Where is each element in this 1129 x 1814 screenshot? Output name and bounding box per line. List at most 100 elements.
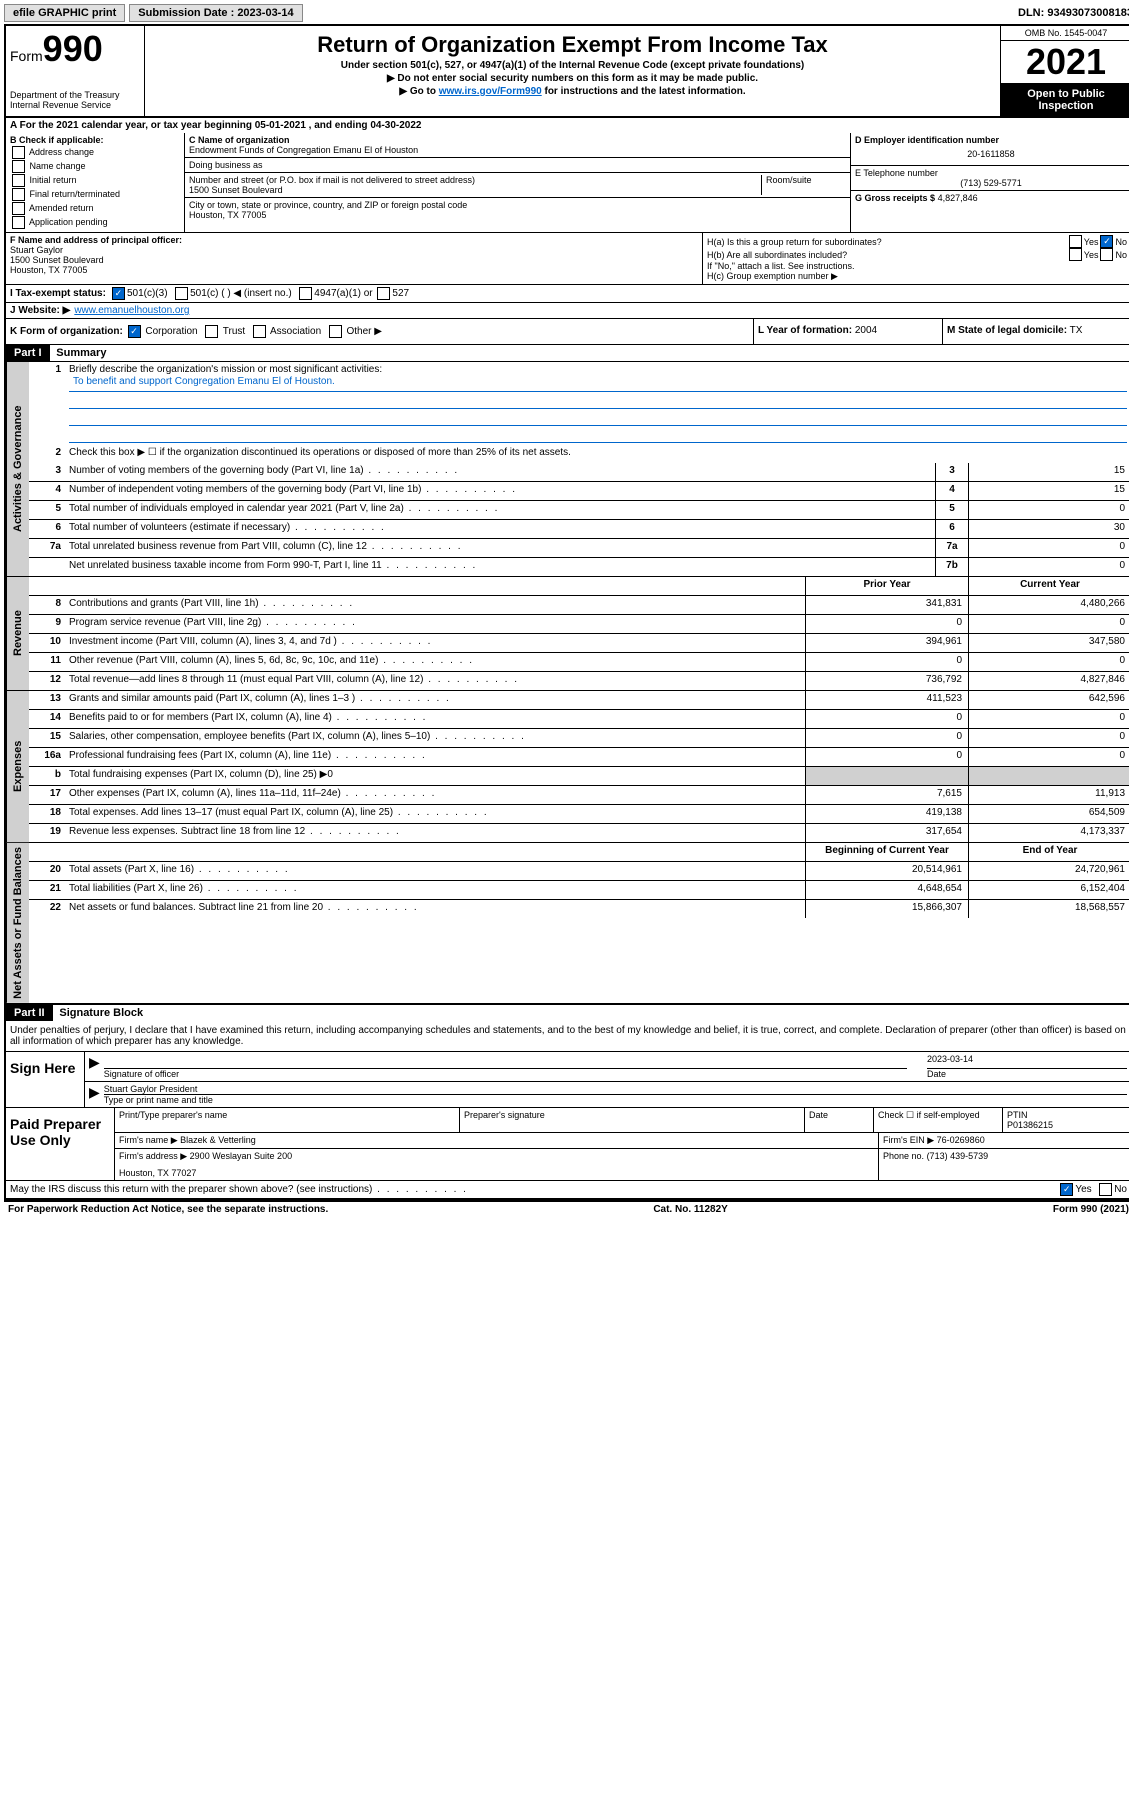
firm-name: Blazek & Vetterling [180, 1135, 256, 1145]
part1-governance: Activities & Governance 1 Briefly descri… [6, 362, 1129, 577]
identity-block: B Check if applicable: Address change Na… [6, 133, 1129, 233]
k-assoc[interactable] [253, 325, 266, 338]
section-a: A For the 2021 calendar year, or tax yea… [6, 118, 1129, 133]
firm-city: Houston, TX 77027 [119, 1168, 874, 1178]
section-j: J Website: ▶ www.emanuelhouston.org [6, 303, 1129, 319]
header-right: OMB No. 1545-0047 2021 Open to Public In… [1000, 26, 1129, 116]
ptin-label: PTIN [1007, 1110, 1127, 1120]
paid-preparer-block: Paid Preparer Use Only Print/Type prepar… [6, 1108, 1129, 1181]
table-row: 7a Total unrelated business revenue from… [29, 539, 1129, 558]
tab-revenue: Revenue [6, 577, 29, 690]
section-i: I Tax-exempt status: 501(c)(3) 501(c) ( … [6, 285, 1129, 303]
subtitle-3: ▶ Go to www.irs.gov/Form990 for instruct… [149, 86, 996, 97]
sign-here-block: Sign Here ▶ Signature of officer 2023-03… [6, 1052, 1129, 1108]
ha-yes[interactable] [1069, 235, 1082, 248]
cb-amended[interactable]: Amended return [10, 202, 180, 215]
header-left: Form990 Department of the Treasury Inter… [6, 26, 145, 116]
i-4947[interactable] [299, 287, 312, 300]
arrow-icon: ▶ [89, 1084, 100, 1105]
k-other[interactable] [329, 325, 342, 338]
irs-link[interactable]: www.irs.gov/Form990 [439, 86, 542, 97]
org-address: 1500 Sunset Boulevard [189, 185, 761, 195]
k-corp[interactable] [128, 325, 141, 338]
officer-addr: 1500 Sunset Boulevard [10, 255, 698, 265]
cb-initial-return[interactable]: Initial return [10, 174, 180, 187]
self-employed-check[interactable]: Check ☐ if self-employed [874, 1108, 1003, 1132]
i-501c3[interactable] [112, 287, 125, 300]
ptin: P01386215 [1007, 1120, 1127, 1130]
top-bar: efile GRAPHIC print Submission Date : 20… [4, 4, 1129, 22]
table-row: 20 Total assets (Part X, line 16) 20,514… [29, 862, 1129, 881]
officer-city: Houston, TX 77005 [10, 265, 698, 275]
prior-year-hdr: Prior Year [805, 577, 968, 595]
name-title-label: Type or print name and title [104, 1095, 1127, 1105]
table-row: 9 Program service revenue (Part VIII, li… [29, 615, 1129, 634]
i-501c[interactable] [175, 287, 188, 300]
form-ref: Form 990 (2021) [1053, 1204, 1129, 1215]
tax-year: 2021 [1001, 41, 1129, 84]
hb-yes[interactable] [1069, 248, 1082, 261]
website-link[interactable]: www.emanuelhouston.org [74, 305, 189, 316]
table-row: 3 Number of voting members of the govern… [29, 463, 1129, 482]
part1-netassets: Net Assets or Fund Balances Beginning of… [6, 843, 1129, 1005]
irs-label: Internal Revenue Service [10, 100, 140, 110]
table-row: 10 Investment income (Part VIII, column … [29, 634, 1129, 653]
g-label: G Gross receipts $ [855, 193, 935, 203]
cb-final-return[interactable]: Final return/terminated [10, 188, 180, 201]
officer-name: Stuart Gaylor [10, 245, 698, 255]
begin-year-hdr: Beginning of Current Year [805, 843, 968, 861]
dba-label: Doing business as [189, 160, 846, 170]
firm-phone: (713) 439-5739 [927, 1151, 989, 1161]
table-row: 5 Total number of individuals employed i… [29, 501, 1129, 520]
cat-no: Cat. No. 11282Y [653, 1204, 727, 1215]
phone-label: Phone no. [883, 1151, 924, 1161]
form-header: Form990 Department of the Treasury Inter… [6, 26, 1129, 118]
section-deg: D Employer identification number 20-1611… [850, 133, 1129, 232]
declaration: Under penalties of perjury, I declare th… [6, 1021, 1129, 1052]
b-header: B Check if applicable: [10, 135, 180, 145]
section-b: B Check if applicable: Address change Na… [6, 133, 185, 232]
d-label: D Employer identification number [855, 135, 1127, 145]
mission-blank-3 [69, 426, 1127, 443]
sign-here-label: Sign Here [6, 1052, 85, 1107]
discuss-row: May the IRS discuss this return with the… [6, 1181, 1129, 1200]
ha-label: H(a) Is this a group return for subordin… [707, 237, 1067, 247]
phone: (713) 529-5771 [855, 178, 1127, 188]
hc-label: H(c) Group exemption number ▶ [707, 271, 1127, 282]
gross-receipts: 4,827,846 [938, 193, 978, 203]
table-row: 13 Grants and similar amounts paid (Part… [29, 691, 1129, 710]
e-label: E Telephone number [855, 168, 1127, 178]
end-year-hdr: End of Year [968, 843, 1129, 861]
efile-print-button[interactable]: efile GRAPHIC print [4, 4, 125, 22]
paid-preparer-label: Paid Preparer Use Only [6, 1108, 114, 1180]
tab-governance: Activities & Governance [6, 362, 29, 576]
q1-text: Briefly describe the organization's miss… [69, 364, 1127, 375]
table-row: 17 Other expenses (Part IX, column (A), … [29, 786, 1129, 805]
submission-date: Submission Date : 2023-03-14 [129, 4, 302, 22]
discuss-yes[interactable] [1060, 1183, 1073, 1196]
hb-no[interactable] [1100, 248, 1113, 261]
i-527[interactable] [377, 287, 390, 300]
table-row: 11 Other revenue (Part VIII, column (A),… [29, 653, 1129, 672]
f-label: F Name and address of principal officer: [10, 235, 698, 245]
section-f: F Name and address of principal officer:… [6, 233, 703, 284]
header-mid: Return of Organization Exempt From Incom… [145, 26, 1000, 116]
c-name-label: C Name of organization [189, 135, 846, 145]
table-row: 19 Revenue less expenses. Subtract line … [29, 824, 1129, 842]
ein: 20-1611858 [855, 145, 1127, 163]
ha-no[interactable] [1100, 235, 1113, 248]
k-trust[interactable] [205, 325, 218, 338]
cb-app-pending[interactable]: Application pending [10, 216, 180, 229]
dln: DLN: 93493073008183 [1018, 7, 1129, 19]
form-label: Form [10, 48, 43, 64]
officer-name-title: Stuart Gaylor President [104, 1084, 1127, 1095]
cb-name-change[interactable]: Name change [10, 160, 180, 173]
discuss-text: May the IRS discuss this return with the… [10, 1184, 1058, 1195]
omb-number: OMB No. 1545-0047 [1001, 26, 1129, 41]
cb-address-change[interactable]: Address change [10, 146, 180, 159]
firm-ein-label: Firm's EIN ▶ [883, 1135, 934, 1145]
discuss-no[interactable] [1099, 1183, 1112, 1196]
firm-ein: 76-0269860 [937, 1135, 985, 1145]
section-klm: K Form of organization: Corporation Trus… [6, 319, 1129, 345]
city-label: City or town, state or province, country… [189, 200, 846, 210]
